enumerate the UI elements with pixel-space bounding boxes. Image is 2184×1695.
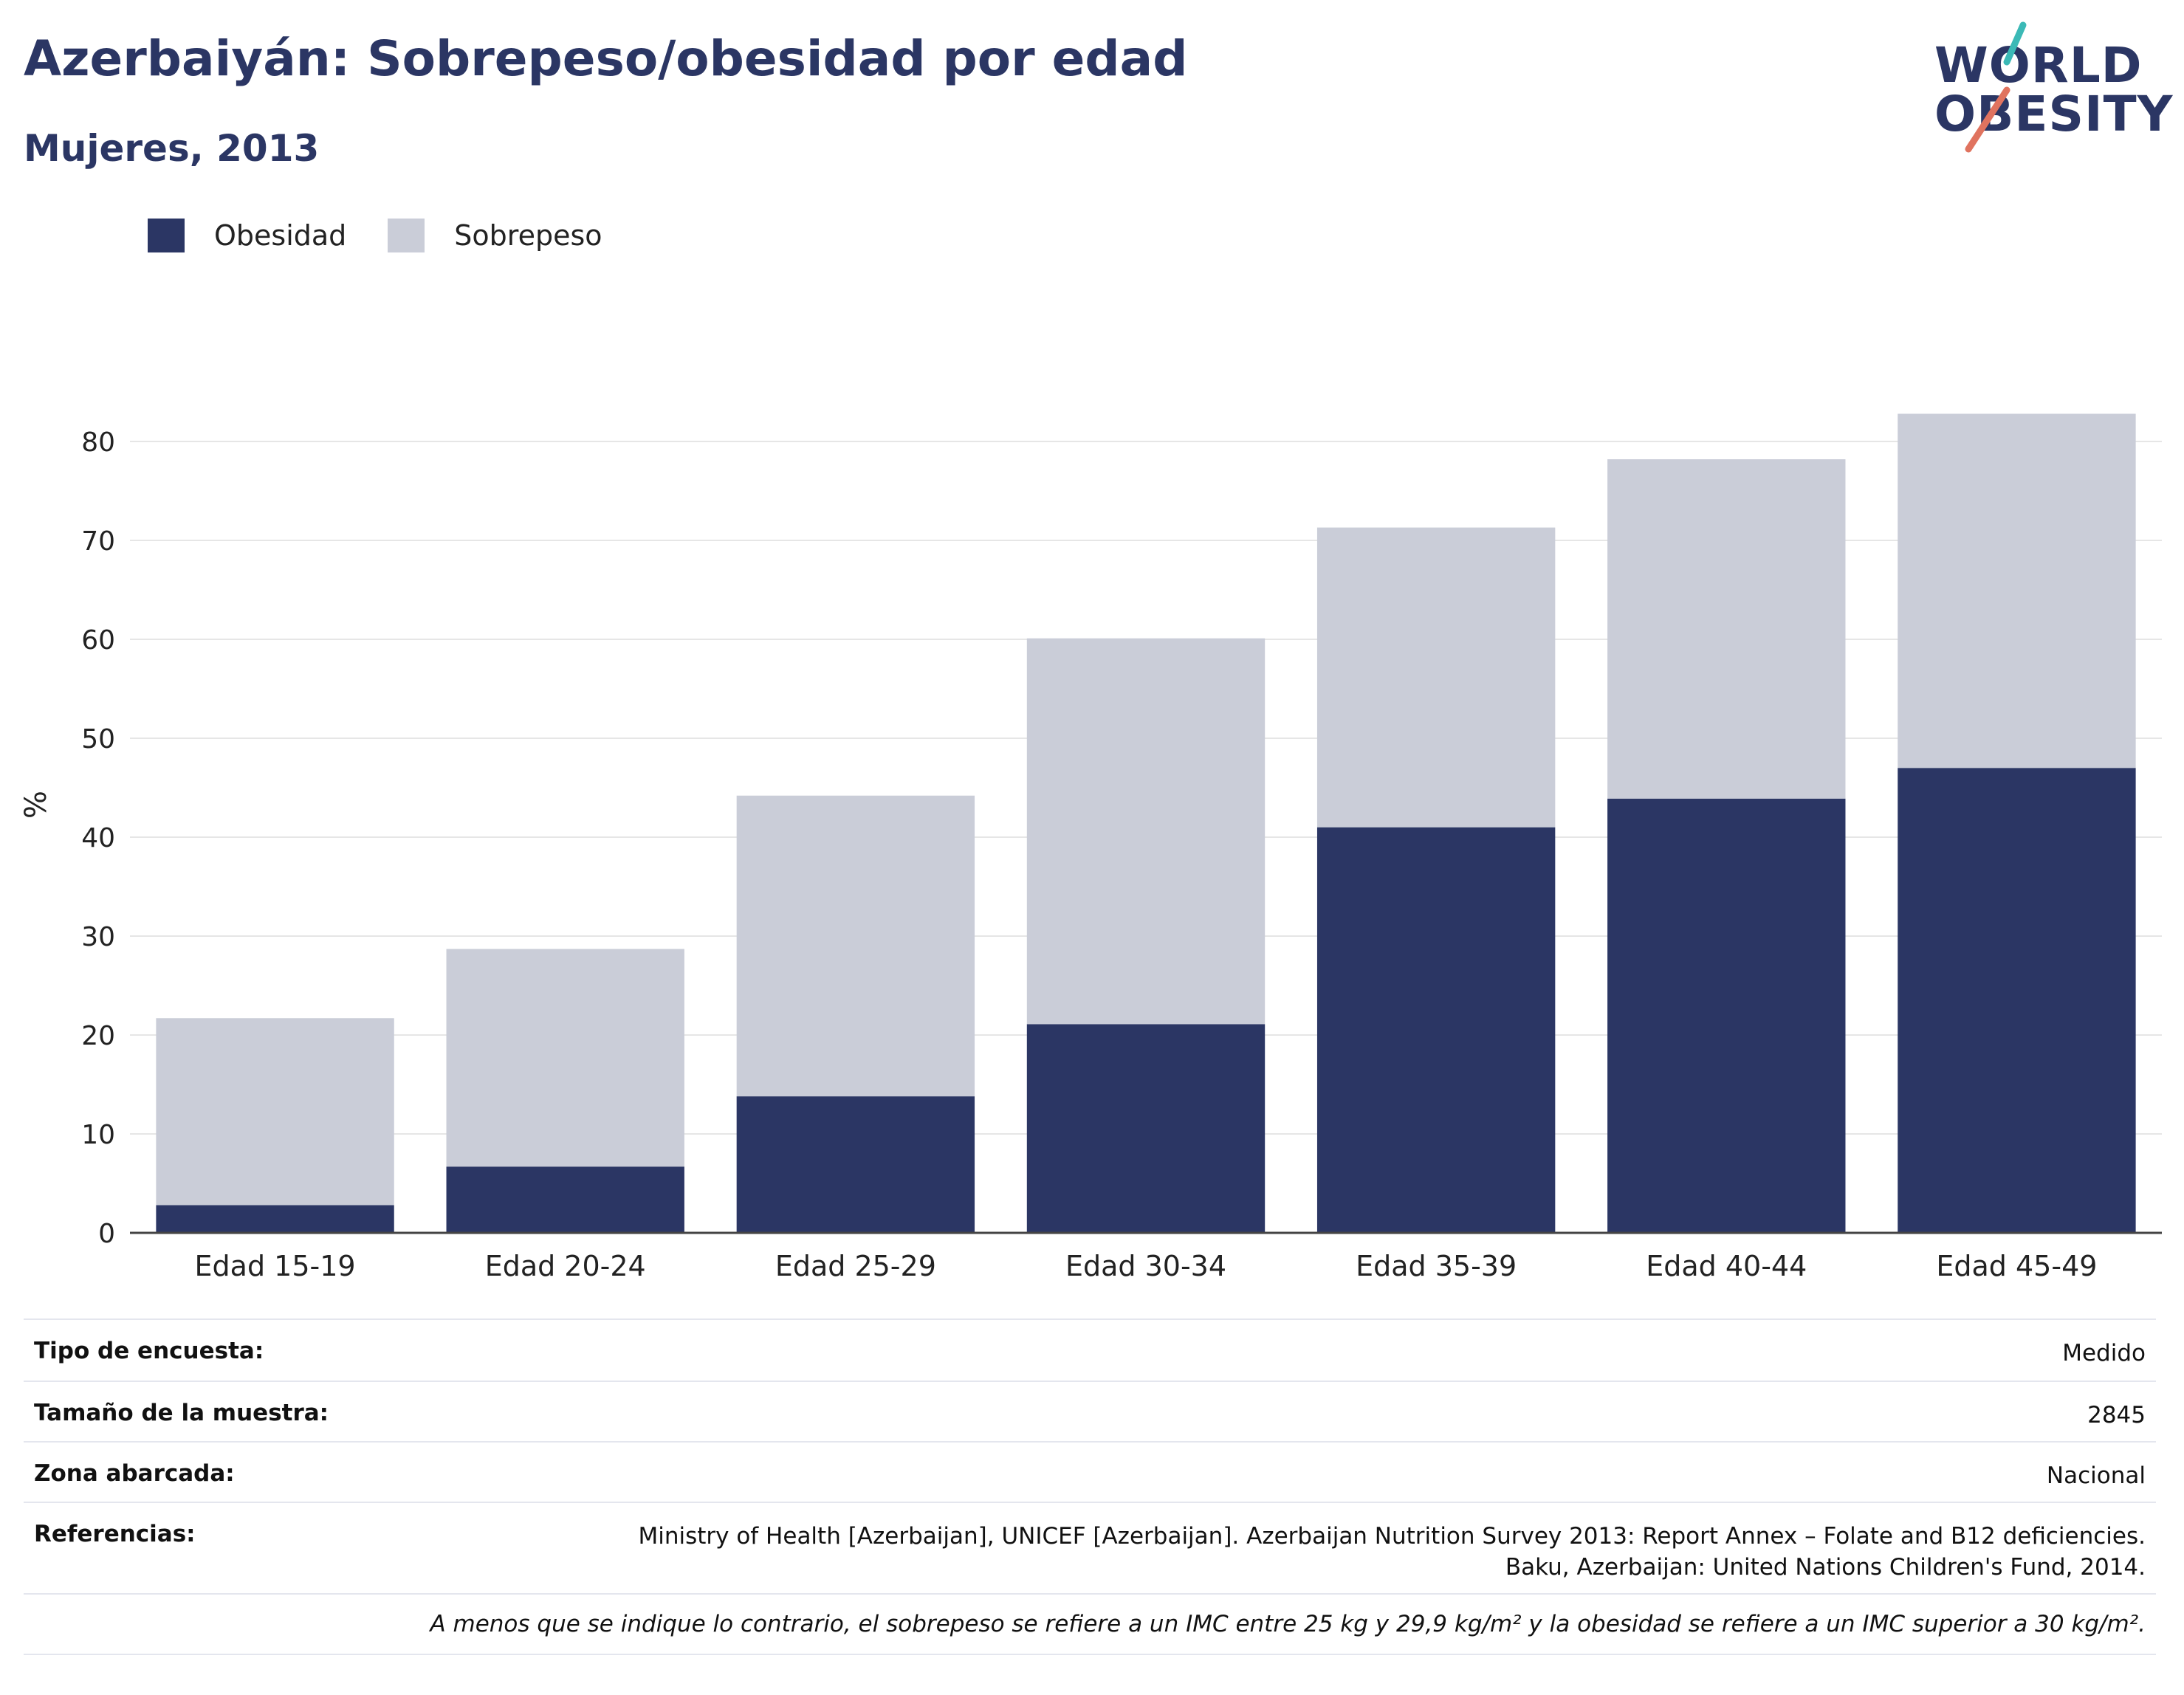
info-row-note: A menos que se indique lo contrario, el …	[24, 1593, 2156, 1655]
y-tick-label: 80	[81, 427, 115, 458]
legend-item-obesity: Obesidad	[148, 219, 346, 252]
definition-note: A menos que se indique lo contrario, el …	[430, 1611, 2146, 1637]
logo-line-2: OBESITY	[1934, 86, 2174, 142]
survey-info-table: Tipo de encuesta: Medido Tamaño de la mu…	[24, 1318, 2156, 1655]
legend-item-overweight: Sobrepeso	[388, 219, 602, 252]
info-value-area: Nacional	[2046, 1462, 2146, 1489]
page-subtitle: Mujeres, 2013	[24, 127, 320, 170]
info-row-sample-size: Tamaño de la muestra: 2845	[24, 1381, 2156, 1441]
logo-line-1: WORLD	[1934, 37, 2143, 94]
bar-overweight	[736, 795, 975, 1097]
bar-obesity	[1898, 768, 2136, 1233]
bar-overweight	[156, 1018, 394, 1206]
x-tick-label: Edad 15-19	[195, 1250, 356, 1282]
info-label-references: Referencias:	[34, 1521, 196, 1547]
y-axis-label: %	[19, 791, 53, 819]
info-row-survey-type: Tipo de encuesta: Medido	[24, 1318, 2156, 1381]
y-tick-label: 50	[81, 724, 115, 754]
y-tick-label: 20	[81, 1021, 115, 1051]
info-value-survey-type: Medido	[2062, 1340, 2146, 1366]
legend-label-overweight: Sobrepeso	[454, 219, 602, 252]
logo-slash-icon	[1965, 21, 2027, 153]
chart-legend: Obesidad Sobrepeso	[148, 219, 644, 252]
reference-line-2: Baku, Azerbaijan: United Nations Childre…	[1505, 1554, 2146, 1581]
legend-swatch-obesity	[148, 219, 185, 252]
info-value-sample-size: 2845	[2087, 1402, 2146, 1428]
y-tick-label: 60	[81, 625, 115, 656]
bar-overweight	[1898, 413, 2136, 769]
info-label-area: Zona abarcada:	[34, 1460, 235, 1487]
bar-overweight	[1316, 527, 1556, 828]
info-row-area: Zona abarcada: Nacional	[24, 1441, 2156, 1502]
y-tick-label: 30	[81, 922, 115, 952]
y-tick-label: 0	[98, 1219, 115, 1249]
x-tick-label: Edad 45-49	[1936, 1250, 2097, 1282]
info-label-survey-type: Tipo de encuesta:	[34, 1338, 264, 1364]
y-tick-label: 70	[81, 526, 115, 557]
legend-swatch-overweight	[388, 219, 425, 252]
x-tick-label: Edad 35-39	[1356, 1250, 1517, 1282]
bar-overweight	[1026, 638, 1266, 1025]
legend-label-obesity: Obesidad	[214, 219, 347, 252]
x-tick-label: Edad 20-24	[485, 1250, 646, 1282]
bar-obesity	[446, 1166, 684, 1233]
x-tick-label: Edad 40-44	[1646, 1250, 1807, 1282]
bar-obesity	[736, 1096, 975, 1233]
world-obesity-logo: WORLD OBESITY	[1920, 19, 2174, 159]
info-label-sample-size: Tamaño de la muestra:	[34, 1400, 329, 1426]
info-value-references: Ministry of Health [Azerbaijan], UNICEF …	[638, 1521, 2146, 1583]
stacked-bar-chart: 0 10 20 30 40 50 60 70 80 Edad 15-19 Edad 20-24 Eda…	[19, 413, 2162, 1282]
bar-overweight	[1607, 459, 1846, 799]
x-tick-label: Edad 30-34	[1065, 1250, 1226, 1282]
bar-obesity	[1026, 1024, 1266, 1233]
bar-obesity	[156, 1205, 394, 1233]
y-tick-label: 10	[81, 1120, 115, 1150]
reference-line-1: Ministry of Health [Azerbaijan], UNICEF …	[638, 1523, 2146, 1550]
bar-overweight	[446, 949, 684, 1167]
page-title: Azerbaiyán: Sobrepeso/obesidad por edad	[24, 30, 1188, 87]
bar-obesity	[1316, 827, 1556, 1233]
bar-obesity	[1607, 798, 1846, 1233]
info-row-references: Referencias: Ministry of Health [Azerbai…	[24, 1502, 2156, 1593]
y-tick-label: 40	[81, 823, 115, 853]
x-tick-label: Edad 25-29	[775, 1250, 936, 1282]
